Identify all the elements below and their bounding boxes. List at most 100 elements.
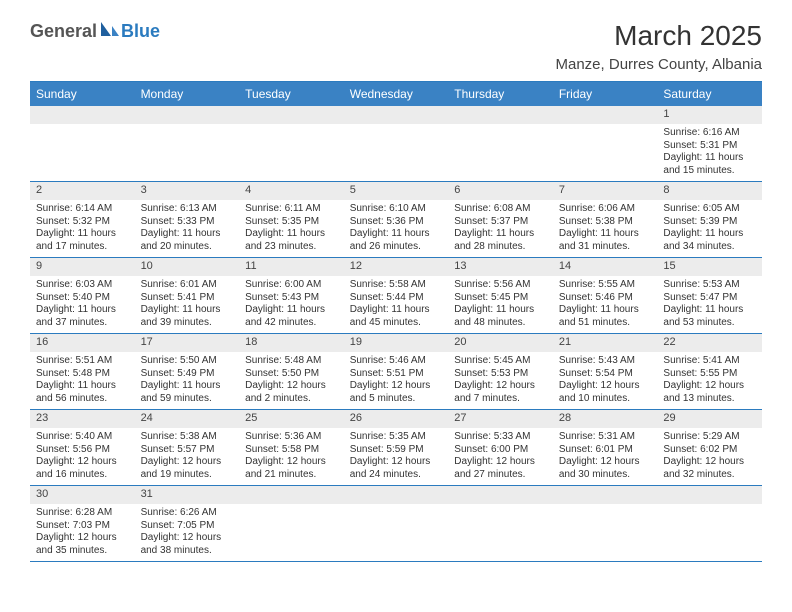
day-info-line: Daylight: 11 hours [454,304,547,317]
day-info [30,124,135,181]
day-info-line: Sunset: 5:45 PM [454,292,547,305]
day-info-line: and 16 minutes. [36,469,129,482]
calendar: SundayMondayTuesdayWednesdayThursdayFrid… [30,81,762,562]
day-info-line: Daylight: 12 hours [559,380,652,393]
day-info: Sunrise: 6:28 AMSunset: 7:03 PMDaylight:… [30,504,135,561]
day-info-line: Sunrise: 6:13 AM [141,203,234,216]
day-info-line: and 30 minutes. [559,469,652,482]
day-info-line: Sunrise: 6:10 AM [350,203,443,216]
day-info-line: Daylight: 11 hours [559,304,652,317]
day-info-line: Daylight: 11 hours [245,228,338,241]
day-number-row: 2345678 [30,182,762,200]
day-info-line: Sunset: 5:51 PM [350,368,443,381]
day-info-line: Sunrise: 6:16 AM [663,127,756,140]
day-number: 11 [239,258,344,276]
day-number: 31 [135,486,240,504]
day-number [553,106,658,124]
day-header-cell: Tuesday [239,82,344,106]
day-info: Sunrise: 6:00 AMSunset: 5:43 PMDaylight:… [239,276,344,333]
sail-icon [99,20,121,43]
day-info: Sunrise: 6:08 AMSunset: 5:37 PMDaylight:… [448,200,553,257]
logo: General Blue [30,20,160,43]
day-header-cell: Wednesday [344,82,449,106]
day-info-line: and 2 minutes. [245,393,338,406]
day-info-line: and 38 minutes. [141,545,234,558]
day-info-line: Daylight: 11 hours [141,304,234,317]
day-number: 21 [553,334,658,352]
day-number: 26 [344,410,449,428]
day-info-line: Sunset: 5:44 PM [350,292,443,305]
day-number: 28 [553,410,658,428]
day-info-line: Sunrise: 6:26 AM [141,507,234,520]
day-number: 25 [239,410,344,428]
day-number: 22 [657,334,762,352]
day-number: 8 [657,182,762,200]
day-info-line: Sunrise: 5:48 AM [245,355,338,368]
day-number [30,106,135,124]
day-info-line: Daylight: 12 hours [350,380,443,393]
day-info: Sunrise: 6:14 AMSunset: 5:32 PMDaylight:… [30,200,135,257]
day-info-line: Sunrise: 5:51 AM [36,355,129,368]
day-number: 12 [344,258,449,276]
day-info-line: Daylight: 12 hours [350,456,443,469]
day-info-line: Daylight: 11 hours [663,152,756,165]
day-info: Sunrise: 6:13 AMSunset: 5:33 PMDaylight:… [135,200,240,257]
day-info-line: Sunrise: 5:33 AM [454,431,547,444]
day-number-row: 9101112131415 [30,258,762,276]
day-info-line: Sunrise: 6:01 AM [141,279,234,292]
day-info-line: Sunset: 5:47 PM [663,292,756,305]
day-info-line: Sunset: 5:55 PM [663,368,756,381]
day-number: 19 [344,334,449,352]
day-info-line: Daylight: 12 hours [454,456,547,469]
day-info-line: Sunrise: 6:28 AM [36,507,129,520]
week-block: 9101112131415Sunrise: 6:03 AMSunset: 5:4… [30,258,762,334]
day-info-line: Sunset: 5:57 PM [141,444,234,457]
day-info-line: and 34 minutes. [663,241,756,254]
day-info-line: Daylight: 12 hours [663,456,756,469]
day-number: 13 [448,258,553,276]
day-info-line: Daylight: 12 hours [663,380,756,393]
day-info-line: Sunrise: 5:29 AM [663,431,756,444]
day-number [135,106,240,124]
day-info-line: Sunrise: 5:58 AM [350,279,443,292]
day-info-line: Sunrise: 6:11 AM [245,203,338,216]
day-number-row: 3031 [30,486,762,504]
day-info-line: Sunset: 5:59 PM [350,444,443,457]
day-info-line: Daylight: 11 hours [350,304,443,317]
day-info [448,504,553,561]
day-info-line: and 42 minutes. [245,317,338,330]
day-info-line: Sunset: 5:36 PM [350,216,443,229]
day-info-line: Sunset: 5:48 PM [36,368,129,381]
day-info-line: Sunrise: 5:46 AM [350,355,443,368]
day-info-line: Daylight: 12 hours [559,456,652,469]
day-number: 29 [657,410,762,428]
day-info [553,504,658,561]
day-info-line: Daylight: 11 hours [141,380,234,393]
day-info: Sunrise: 6:01 AMSunset: 5:41 PMDaylight:… [135,276,240,333]
day-number-row: 16171819202122 [30,334,762,352]
day-number-row: 1 [30,106,762,124]
day-info-row: Sunrise: 6:28 AMSunset: 7:03 PMDaylight:… [30,504,762,561]
day-number: 18 [239,334,344,352]
day-number: 30 [30,486,135,504]
day-header-cell: Saturday [657,82,762,106]
day-info-line: and 17 minutes. [36,241,129,254]
day-info-line: Daylight: 11 hours [559,228,652,241]
day-number: 6 [448,182,553,200]
day-info-line: Sunset: 5:37 PM [454,216,547,229]
day-info [239,504,344,561]
day-info [553,124,658,181]
day-number: 27 [448,410,553,428]
logo-text-general: General [30,21,97,42]
day-info-line: Sunrise: 5:31 AM [559,431,652,444]
day-info-line: and 32 minutes. [663,469,756,482]
day-info-line: and 23 minutes. [245,241,338,254]
day-info-line: Sunrise: 6:00 AM [245,279,338,292]
day-info-line: and 48 minutes. [454,317,547,330]
day-info: Sunrise: 6:11 AMSunset: 5:35 PMDaylight:… [239,200,344,257]
day-info: Sunrise: 5:46 AMSunset: 5:51 PMDaylight:… [344,352,449,409]
day-number: 3 [135,182,240,200]
day-info-line: and 13 minutes. [663,393,756,406]
week-block: 3031Sunrise: 6:28 AMSunset: 7:03 PMDayli… [30,486,762,562]
day-info-line: and 37 minutes. [36,317,129,330]
